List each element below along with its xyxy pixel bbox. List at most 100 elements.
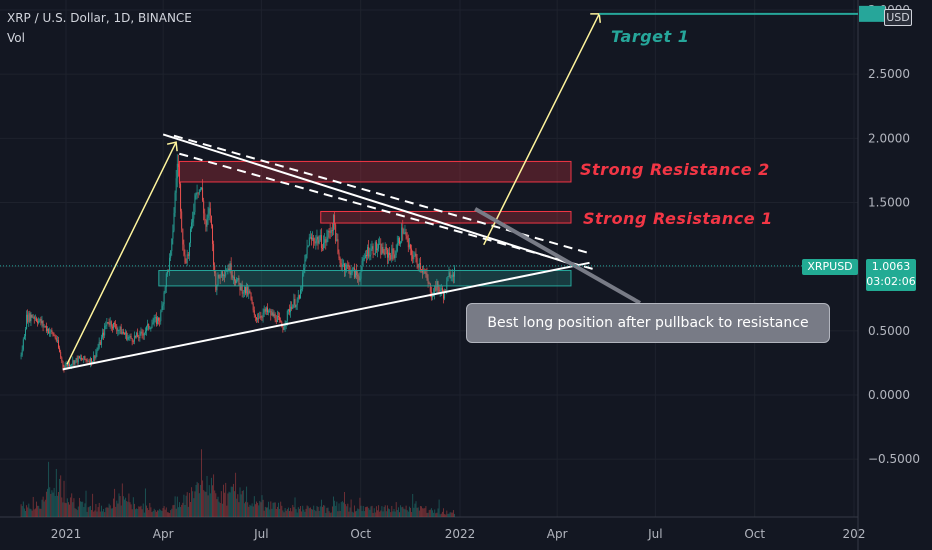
volume-bar (241, 490, 243, 517)
candle-body (313, 238, 315, 242)
volume-bar (349, 507, 351, 517)
callout-note[interactable]: Best long position after pullback to res… (466, 303, 830, 343)
volume-bar (192, 491, 194, 517)
candle-body (97, 347, 99, 351)
candle-body (118, 329, 120, 331)
candle-body (86, 359, 88, 362)
candle-body (38, 320, 40, 324)
candle-body (154, 317, 156, 319)
candle-body (194, 195, 196, 212)
volume-bar (187, 506, 189, 517)
volume-bar (316, 505, 318, 517)
candle-body (110, 321, 112, 327)
candle-body (392, 248, 394, 254)
volume-bar (292, 504, 294, 517)
volume-bar (191, 487, 193, 517)
volume-bar (170, 510, 172, 517)
last-price-tag: 1.0063 03:02:06 (866, 259, 916, 291)
volume-bar (66, 498, 68, 517)
volume-bar (213, 474, 215, 517)
candle-body (142, 333, 144, 336)
volume-bar (96, 511, 98, 517)
candle-body (268, 311, 270, 313)
volume-bar (98, 502, 100, 517)
volume-bar (408, 506, 410, 517)
volume-bar (149, 502, 151, 517)
volume-bar (177, 507, 179, 517)
impulse-arrow (66, 141, 177, 365)
volume-bar (205, 491, 207, 517)
candle-body (424, 271, 426, 274)
volume-bar (73, 498, 75, 517)
volume-bar (346, 506, 348, 517)
volume-bar (196, 481, 198, 517)
volume-bar (165, 507, 167, 517)
candle-body (69, 363, 70, 367)
volume-bar (157, 510, 158, 517)
candle-body (78, 356, 80, 359)
candle-body (195, 192, 197, 196)
volume-bar (49, 487, 51, 517)
candle-body (181, 211, 183, 229)
volume-bar (237, 494, 239, 517)
candle-body (188, 242, 190, 256)
currency-button[interactable]: USD (884, 9, 912, 26)
volume-bar (274, 502, 276, 517)
volume-bar (250, 505, 252, 517)
volume-bar (327, 507, 329, 517)
candle-body (334, 215, 336, 225)
volume-bar (22, 501, 24, 517)
candle-body (235, 280, 237, 283)
candle-body (357, 275, 359, 277)
volume-bar (114, 488, 116, 517)
candle-body (452, 274, 454, 277)
candle-body (279, 316, 281, 321)
volume-bar (347, 503, 349, 517)
candle-body (370, 248, 372, 255)
volume-bar (206, 475, 208, 517)
volume-bar (65, 503, 67, 517)
volume-bar (62, 502, 64, 517)
candle-body (212, 225, 213, 245)
candle-body (133, 335, 135, 342)
volume-bar (286, 509, 288, 517)
volume-bar (262, 499, 264, 517)
candle-body (132, 341, 134, 343)
candle-body (272, 312, 274, 317)
volume-bar (33, 509, 35, 517)
candle-body (159, 320, 161, 322)
candle-body (302, 272, 304, 290)
volume-bar (427, 512, 429, 517)
candle-body (347, 264, 349, 266)
candle-body (294, 298, 296, 307)
candle-body (342, 263, 344, 265)
candle-body (59, 347, 61, 352)
volume-bar (447, 513, 449, 517)
candle-body (164, 287, 166, 293)
volume-bar (352, 512, 354, 517)
candle-body (95, 352, 97, 359)
candle-body (54, 335, 56, 338)
candle-body (440, 288, 442, 290)
candle-body (249, 290, 251, 293)
y-tick-label: 0.0000 (868, 388, 910, 402)
volume-bar (252, 506, 254, 517)
candle-body (102, 332, 103, 338)
volume-bar (267, 507, 268, 517)
candle-body (214, 265, 216, 274)
candle-body (139, 332, 141, 339)
candle-body (245, 286, 246, 294)
candle-body (173, 213, 175, 231)
volume-bar (99, 511, 101, 517)
volume-bar (411, 512, 413, 517)
chart-title: XRP / U.S. Dollar, 1D, BINANCE (7, 11, 192, 25)
volume-bar (391, 505, 393, 517)
candle-body (55, 337, 57, 341)
candle-body (380, 243, 382, 255)
candle-body (404, 232, 406, 234)
volume-bar (106, 507, 108, 517)
y-tick-label: 2.5000 (868, 67, 910, 81)
volume-bar (230, 486, 232, 517)
volume-bar (372, 512, 374, 517)
